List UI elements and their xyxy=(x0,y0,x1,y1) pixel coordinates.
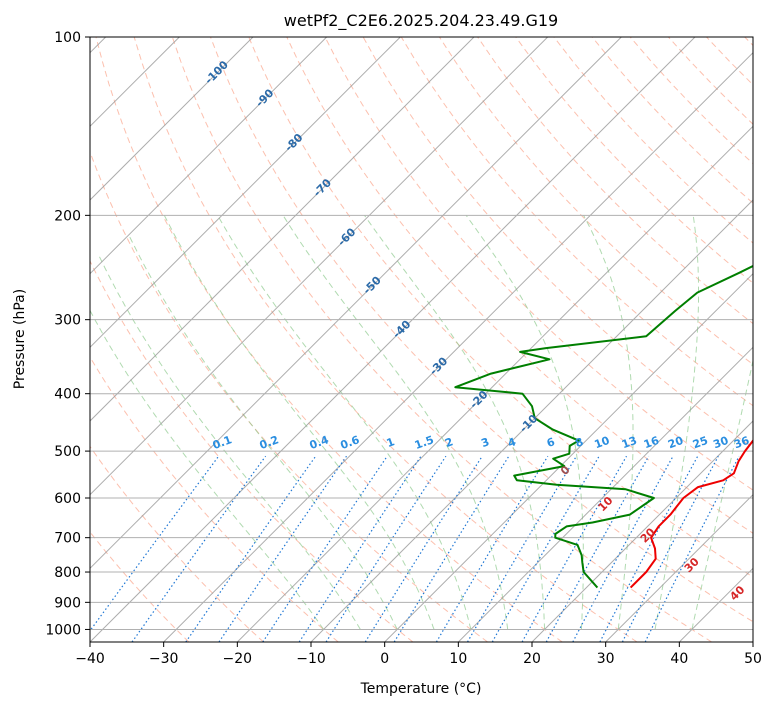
dry-adiabat xyxy=(133,37,638,642)
isotherm xyxy=(236,125,753,642)
x-tick-label: −30 xyxy=(149,651,179,667)
x-tick-label: 20 xyxy=(523,651,541,667)
dry-adiabat xyxy=(248,37,753,578)
x-tick-label: −10 xyxy=(296,651,326,667)
y-tick-label: 700 xyxy=(54,531,81,547)
mixing-ratio-label: 4 xyxy=(506,435,518,450)
x-tick-label: 0 xyxy=(380,651,389,667)
x-tick-label: −20 xyxy=(223,651,253,667)
dry-adiabat xyxy=(171,37,712,642)
isotherm xyxy=(457,346,753,642)
dewpoint-profile xyxy=(454,264,753,589)
mixing-ratio-label: 36 xyxy=(732,434,751,452)
isotherm xyxy=(90,37,328,275)
mixing-ratio-label: 1.5 xyxy=(413,433,436,452)
mixing-ratio-line xyxy=(466,455,577,642)
x-tick-label: 10 xyxy=(449,651,467,667)
isotherm xyxy=(605,493,753,642)
mixing-ratio-label: 3 xyxy=(479,435,491,450)
x-axis-label: Temperature (°C) xyxy=(360,681,482,697)
x-tick-label: 50 xyxy=(744,651,762,667)
mixing-ratio-line xyxy=(185,455,317,642)
mixing-ratio-line xyxy=(435,455,549,642)
dry-adiabat xyxy=(90,356,339,642)
moist-adiabat xyxy=(282,215,509,630)
isotherm xyxy=(531,420,753,642)
mixing-ratio-label: 20 xyxy=(666,434,685,452)
isotherm xyxy=(384,272,753,642)
x-tick-label: 30 xyxy=(597,651,615,667)
mixing-ratio-label: 0.1 xyxy=(211,433,234,452)
mixing-ratio-label: 25 xyxy=(691,434,710,451)
mixing-ratio-label: 30 xyxy=(711,434,730,452)
dry-adiabat xyxy=(324,37,753,491)
moist-adiabat xyxy=(90,309,324,630)
y-tick-label: 300 xyxy=(54,313,81,329)
isotherm xyxy=(90,37,549,496)
y-tick-label: 900 xyxy=(54,595,81,611)
dry-adiabat xyxy=(286,37,753,534)
isotherm xyxy=(90,37,696,642)
axis-ticks: −40 −30 −20 −10 0 10 20 30 40 5010020030040050060… xyxy=(45,30,762,667)
isotherm xyxy=(163,51,753,642)
isotherm xyxy=(90,37,401,349)
y-tick-label: 1000 xyxy=(45,622,81,638)
mixing-ratio-line xyxy=(90,455,220,632)
dry-adiabat xyxy=(90,445,264,642)
y-tick-label: 400 xyxy=(54,387,81,403)
dry-adiabat xyxy=(210,37,753,623)
dry-adiabat xyxy=(95,37,563,642)
y-tick-label: 800 xyxy=(54,565,81,581)
pressure-grid xyxy=(90,37,753,630)
x-tick-label: 40 xyxy=(670,651,688,667)
mixing-ratio-label: 10 xyxy=(593,434,612,452)
isotherm xyxy=(90,37,622,570)
dry-adiabat xyxy=(90,259,414,642)
y-tick-label: 100 xyxy=(54,30,81,46)
moist-adiabat xyxy=(127,233,398,630)
mixing-ratio-label: 1 xyxy=(385,435,397,450)
mixing-ratio-label: 16 xyxy=(642,434,661,452)
plot-background xyxy=(90,37,753,642)
temperature-profile xyxy=(629,439,753,589)
mixing-ratio-label: 0.6 xyxy=(339,433,362,452)
profiles xyxy=(454,264,753,589)
mixing-ratio-label: 0.2 xyxy=(258,433,281,452)
mixing-ratio-label: 13 xyxy=(620,434,639,451)
x-tick-label: −40 xyxy=(75,651,105,667)
y-tick-label: 600 xyxy=(54,491,81,507)
moist-adiabat xyxy=(99,256,361,630)
mixing-ratio-line xyxy=(218,455,347,642)
isotherm xyxy=(752,641,753,642)
mixing-ratio-label: 6 xyxy=(545,435,557,450)
chart-title: wetPf2_C2E6.2025.204.23.49.G19 xyxy=(284,11,558,31)
mixing-ratio-label: 2 xyxy=(443,435,455,450)
isotherm xyxy=(90,37,475,422)
plot-frame xyxy=(89,36,754,643)
y-tick-label: 500 xyxy=(54,444,81,460)
dry-adiabat xyxy=(515,37,753,284)
mixing-ratio-label: 0.4 xyxy=(308,433,331,452)
y-tick-label: 200 xyxy=(54,208,81,224)
y-axis-label: Pressure (hPa) xyxy=(12,289,28,389)
mixing-ratio-label: 8 xyxy=(573,435,585,450)
isotherm xyxy=(90,37,254,201)
